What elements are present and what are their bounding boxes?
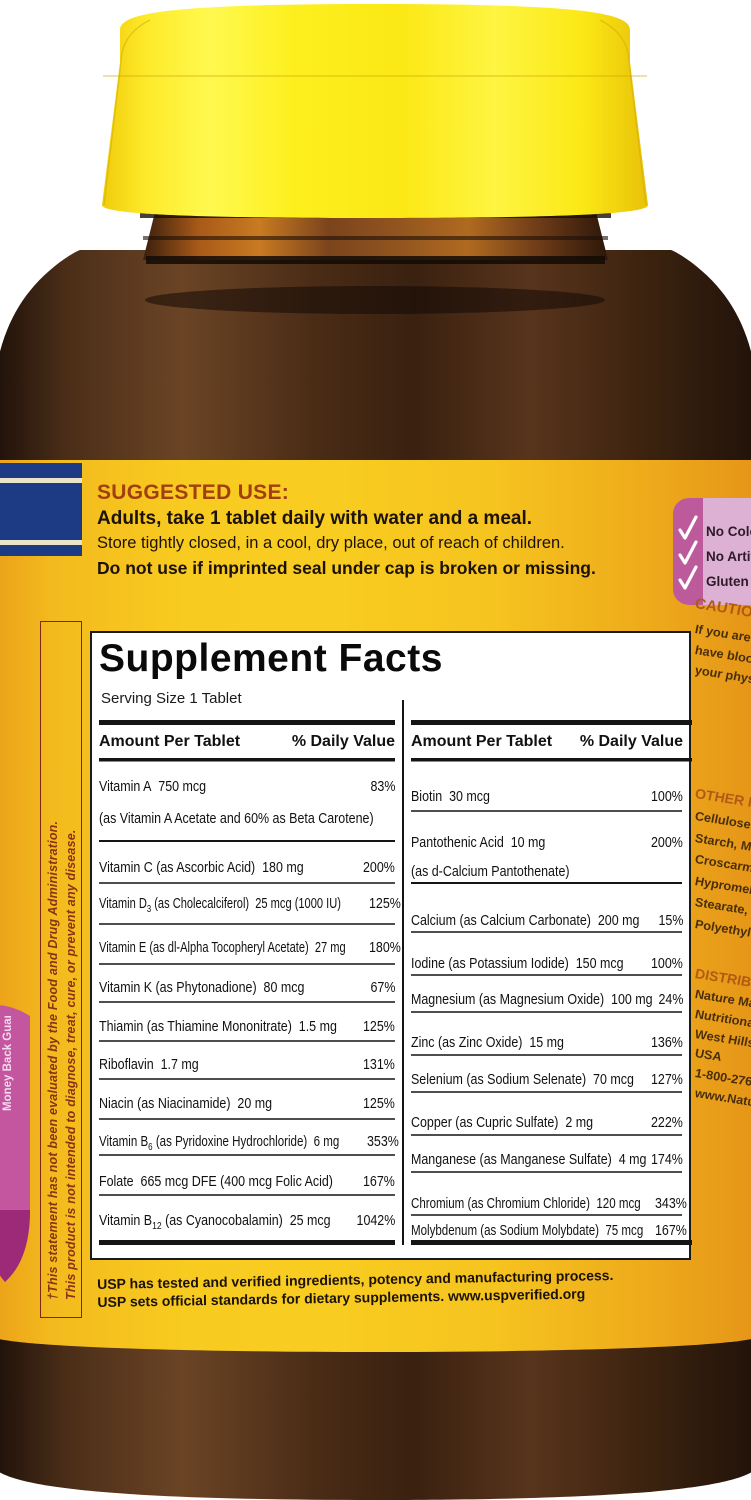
svg-text:Gluten F: Gluten F xyxy=(706,574,751,589)
svg-text:No Colo: No Colo xyxy=(706,524,751,539)
svg-text:No Artifi: No Artifi xyxy=(706,549,751,564)
